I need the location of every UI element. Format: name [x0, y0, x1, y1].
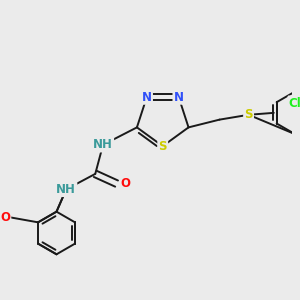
- Text: NH: NH: [56, 183, 76, 196]
- Text: O: O: [0, 211, 10, 224]
- Text: S: S: [158, 140, 167, 153]
- Text: N: N: [174, 91, 184, 103]
- Text: NH: NH: [93, 138, 113, 151]
- Text: O: O: [120, 177, 130, 190]
- Text: S: S: [244, 108, 253, 121]
- Text: Cl: Cl: [289, 97, 300, 110]
- Text: N: N: [142, 91, 152, 103]
